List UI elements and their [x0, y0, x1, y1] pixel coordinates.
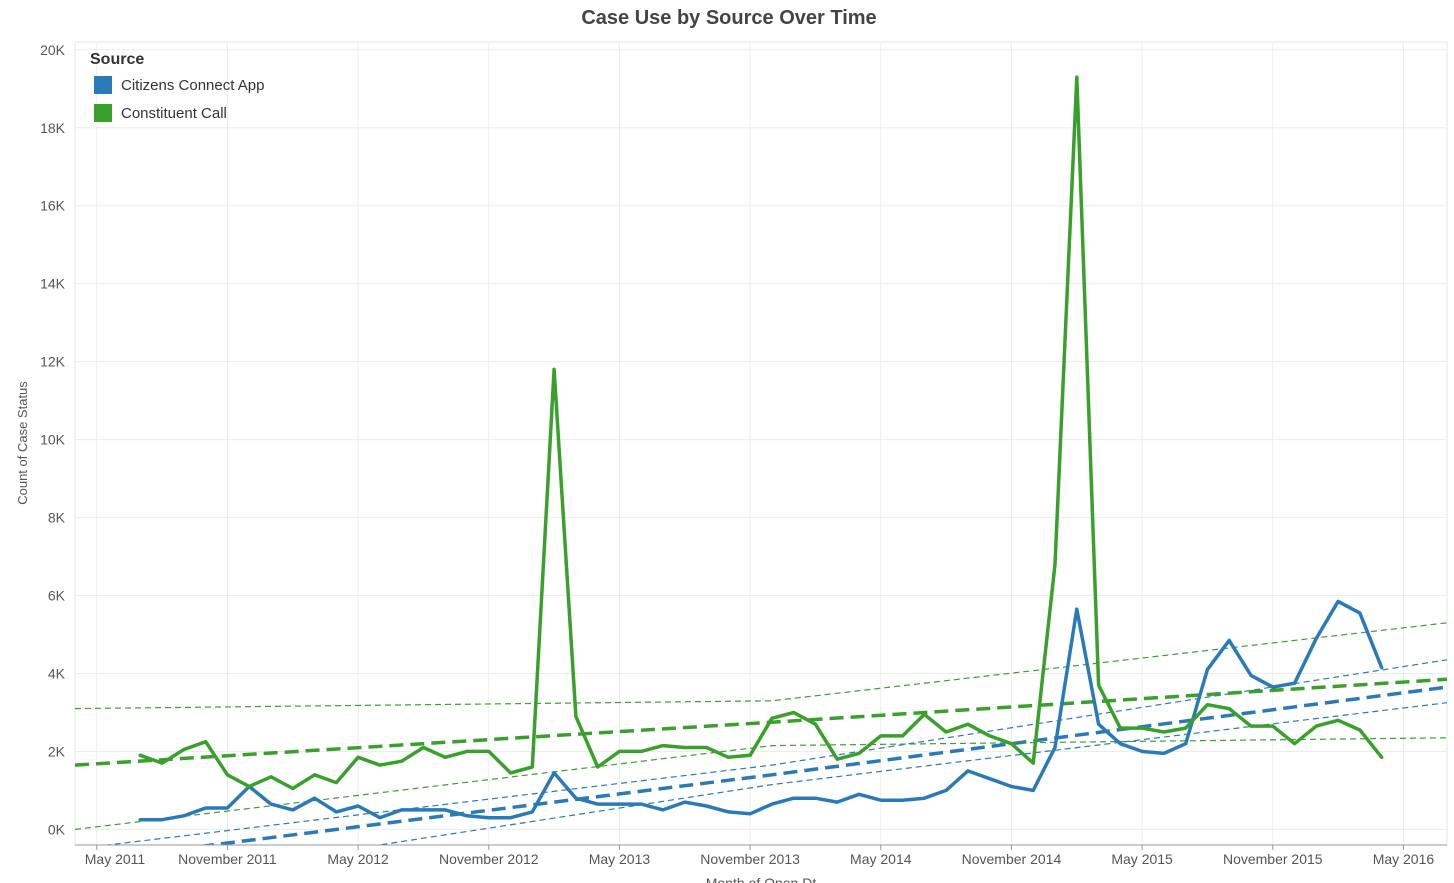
- y-tick-label: 16K: [40, 198, 66, 214]
- y-tick-label: 20K: [40, 42, 66, 58]
- marks: [75, 75, 1447, 845]
- y-tick-label: 12K: [40, 354, 66, 370]
- x-tick-label: May 2013: [589, 851, 651, 867]
- x-axis-title: Month of Open Dt: [706, 875, 817, 883]
- y-tick-label: 4K: [48, 665, 66, 681]
- x-tick-label: November 2012: [439, 851, 539, 867]
- x-tick-label: May 2014: [850, 851, 912, 867]
- y-tick-label: 10K: [40, 432, 66, 448]
- x-tick-label: November 2013: [700, 851, 800, 867]
- y-tick-label: 2K: [48, 743, 66, 759]
- y-axis-title: Count of Case Status: [15, 381, 30, 505]
- legend-title: Source: [90, 51, 144, 68]
- legend-label: Citizens Connect App: [121, 77, 264, 94]
- x-tick-label: May 2016: [1373, 851, 1435, 867]
- y-tick-label: 8K: [48, 510, 66, 526]
- trend-lower: [375, 702, 1447, 845]
- series-line: [138, 599, 1384, 822]
- plot-area: [74, 41, 1448, 846]
- x-tick-label: November 2015: [1223, 851, 1323, 867]
- grid: [75, 42, 1447, 845]
- trend-line: [198, 685, 1447, 845]
- trend-line: [75, 677, 1447, 767]
- x-tick-label: May 2011: [85, 851, 146, 867]
- y-tick-label: 18K: [40, 120, 66, 136]
- trend-upper: [102, 659, 1447, 845]
- legend: Source Citizens Connect App Constituent C…: [90, 51, 264, 122]
- x-tick-label: November 2011: [178, 851, 277, 867]
- chart-title: Case Use by Source Over Time: [581, 7, 876, 29]
- legend-swatch: [94, 76, 112, 94]
- y-tick-label: 0K: [48, 821, 66, 837]
- y-tick-label: 14K: [40, 276, 66, 292]
- series-line: [138, 75, 1384, 791]
- x-tick-label: May 2015: [1111, 851, 1173, 867]
- x-tick-label: November 2014: [962, 851, 1062, 867]
- x-tick-label: May 2012: [327, 851, 389, 867]
- legend-label: Constituent Call: [121, 105, 227, 122]
- y-tick-label: 6K: [48, 588, 66, 604]
- legend-swatch: [94, 104, 112, 122]
